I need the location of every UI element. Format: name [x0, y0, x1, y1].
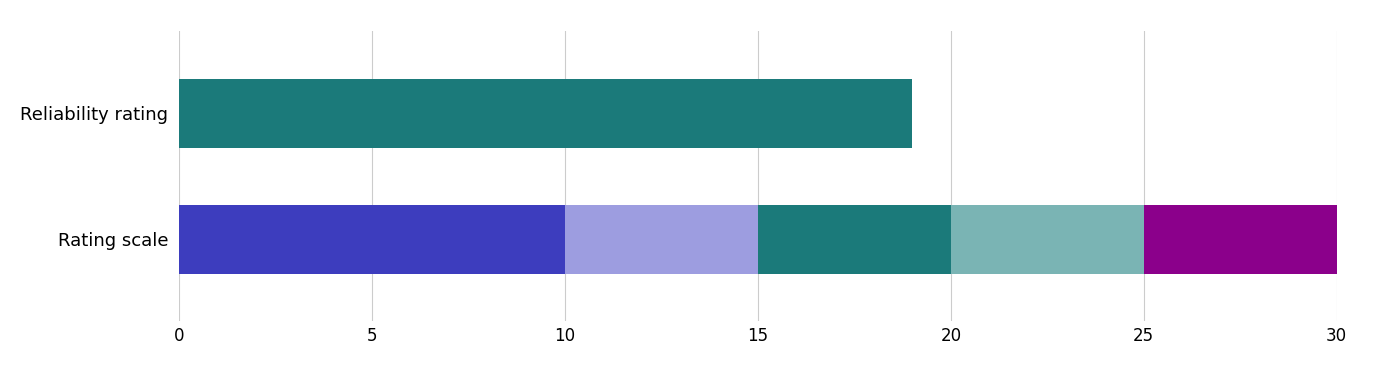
Bar: [179, 79, 912, 148]
Bar: [951, 205, 1144, 274]
Bar: [179, 205, 565, 274]
Bar: [1144, 205, 1337, 274]
Bar: [758, 205, 951, 274]
Bar: [565, 205, 758, 274]
